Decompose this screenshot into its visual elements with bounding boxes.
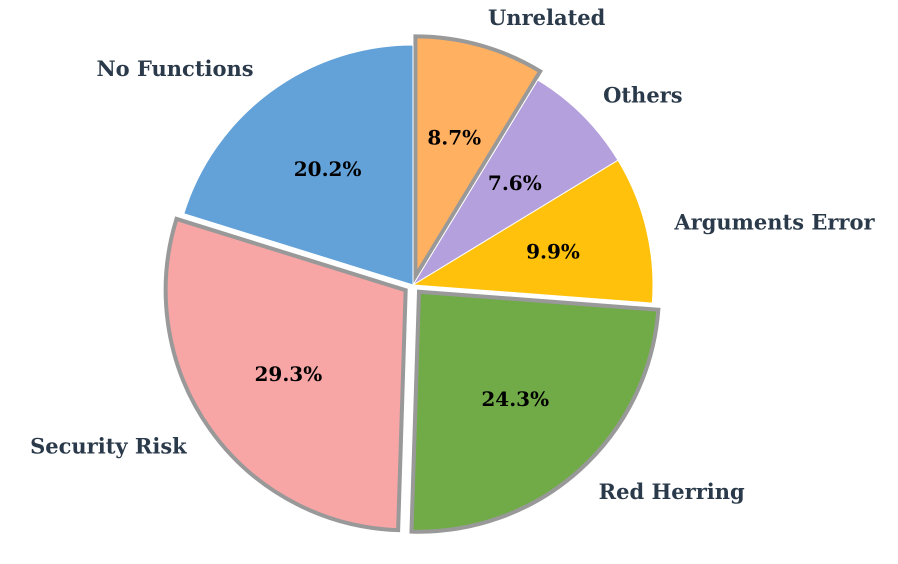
pie-slice-red-herring: [409, 289, 661, 534]
pie-slice-unrelated: [413, 34, 543, 284]
pct-label-red-herring: 24.3%: [481, 387, 549, 411]
category-label-arguments-error: Arguments Error: [673, 210, 875, 235]
category-labels: Unrelated Others Arguments Error Red Herrin…: [30, 5, 875, 504]
category-label-red-herring: Red Herring: [599, 479, 745, 504]
category-label-unrelated: Unrelated: [488, 5, 606, 30]
pie-slices: [163, 34, 661, 534]
pie-slice-security-risk: [163, 216, 408, 533]
pie-slice-others: [412, 79, 619, 286]
pie-slice-no-functions: [183, 44, 414, 286]
pct-label-no-functions: 20.2%: [294, 157, 362, 181]
pct-label-arguments-error: 9.9%: [526, 239, 580, 263]
category-label-security-risk: Security Risk: [30, 434, 187, 459]
percentage-labels: 8.7% 7.6% 9.9% 24.3% 29.3% 20.2%: [255, 126, 580, 411]
pct-label-security-risk: 29.3%: [255, 362, 323, 386]
pct-label-unrelated: 8.7%: [427, 126, 481, 150]
pie-slice-arguments-error: [411, 159, 654, 304]
category-label-others: Others: [603, 82, 683, 107]
category-label-no-functions: No Functions: [96, 56, 253, 81]
pct-label-others: 7.6%: [488, 171, 542, 195]
